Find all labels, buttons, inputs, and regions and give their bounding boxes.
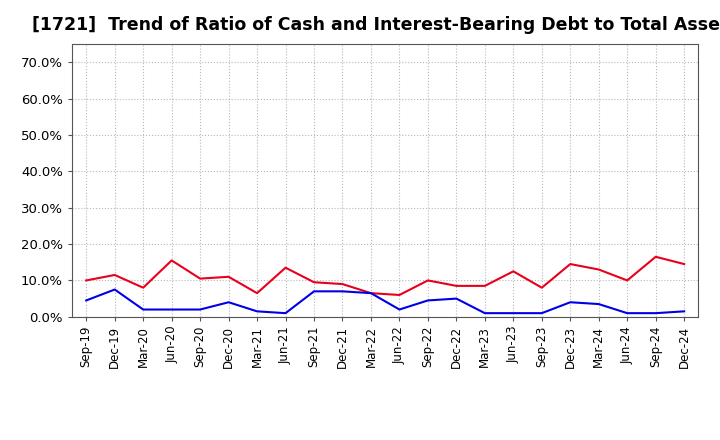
Cash (537, 285, 546, 290)
Interest-Bearing Debt (537, 311, 546, 316)
Cash (139, 285, 148, 290)
Cash (452, 283, 461, 289)
Cash (366, 290, 375, 296)
Cash (110, 272, 119, 278)
Interest-Bearing Debt (338, 289, 347, 294)
Interest-Bearing Debt (566, 300, 575, 305)
Interest-Bearing Debt (253, 309, 261, 314)
Interest-Bearing Debt (82, 298, 91, 303)
Interest-Bearing Debt (423, 298, 432, 303)
Cash (395, 292, 404, 297)
Interest-Bearing Debt (282, 311, 290, 316)
Interest-Bearing Debt (225, 300, 233, 305)
Cash (566, 261, 575, 267)
Cash (509, 269, 518, 274)
Line: Interest-Bearing Debt: Interest-Bearing Debt (86, 290, 684, 313)
Interest-Bearing Debt (623, 311, 631, 316)
Interest-Bearing Debt (652, 311, 660, 316)
Cash (253, 290, 261, 296)
Cash (310, 279, 318, 285)
Cash (167, 258, 176, 263)
Interest-Bearing Debt (366, 290, 375, 296)
Interest-Bearing Debt (509, 311, 518, 316)
Interest-Bearing Debt (395, 307, 404, 312)
Cash (480, 283, 489, 289)
Line: Cash: Cash (86, 257, 684, 295)
Cash (595, 267, 603, 272)
Cash (225, 274, 233, 279)
Cash (82, 278, 91, 283)
Interest-Bearing Debt (310, 289, 318, 294)
Legend: Cash, Interest-Bearing Debt: Cash, Interest-Bearing Debt (230, 438, 541, 440)
Cash (338, 282, 347, 287)
Interest-Bearing Debt (452, 296, 461, 301)
Interest-Bearing Debt (139, 307, 148, 312)
Cash (652, 254, 660, 260)
Title: [1721]  Trend of Ratio of Cash and Interest-Bearing Debt to Total Assets: [1721] Trend of Ratio of Cash and Intere… (32, 16, 720, 34)
Interest-Bearing Debt (196, 307, 204, 312)
Interest-Bearing Debt (480, 311, 489, 316)
Interest-Bearing Debt (595, 301, 603, 307)
Interest-Bearing Debt (167, 307, 176, 312)
Interest-Bearing Debt (680, 309, 688, 314)
Cash (282, 265, 290, 270)
Cash (623, 278, 631, 283)
Cash (423, 278, 432, 283)
Cash (680, 261, 688, 267)
Cash (196, 276, 204, 281)
Interest-Bearing Debt (110, 287, 119, 292)
